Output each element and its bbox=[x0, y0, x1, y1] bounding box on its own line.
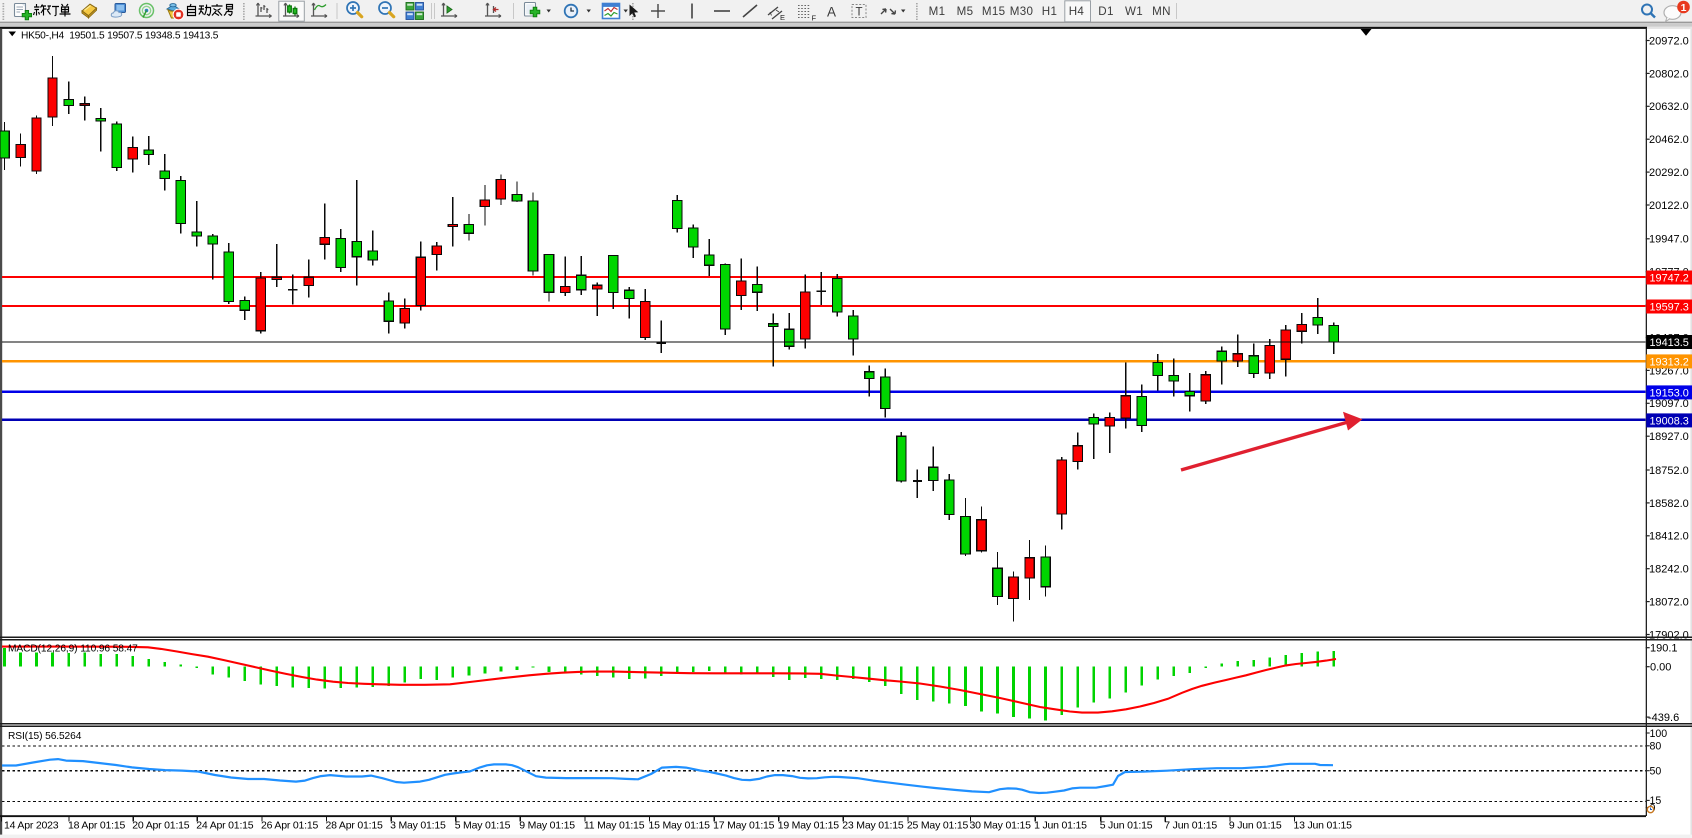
svg-text:19097.0: 19097.0 bbox=[1649, 398, 1689, 410]
svg-text:26 Apr 01:15: 26 Apr 01:15 bbox=[261, 820, 319, 832]
svg-text:18582.0: 18582.0 bbox=[1649, 498, 1689, 510]
svg-text:1 Jun 01:15: 1 Jun 01:15 bbox=[1034, 820, 1087, 832]
svg-text:19313.2: 19313.2 bbox=[1650, 356, 1689, 368]
svg-text:0.00: 0.00 bbox=[1650, 662, 1671, 674]
svg-text:7 Jun 01:15: 7 Jun 01:15 bbox=[1164, 820, 1217, 832]
svg-text:15 May 01:15: 15 May 01:15 bbox=[649, 820, 711, 832]
svg-text:M5: M5 bbox=[957, 5, 974, 18]
svg-text:H4: H4 bbox=[1069, 5, 1085, 18]
svg-text:190.1: 190.1 bbox=[1650, 643, 1678, 655]
svg-text:1: 1 bbox=[1681, 2, 1687, 14]
svg-text:M15: M15 bbox=[982, 5, 1005, 18]
svg-text:MACD(12,26,9) 110.96 58.47: MACD(12,26,9) 110.96 58.47 bbox=[8, 643, 138, 654]
svg-text:3 May 01:15: 3 May 01:15 bbox=[390, 820, 446, 832]
svg-text:9 May 01:15: 9 May 01:15 bbox=[519, 820, 575, 832]
svg-text:18072.0: 18072.0 bbox=[1649, 597, 1689, 609]
svg-text:15: 15 bbox=[1650, 795, 1662, 807]
svg-text:25 May 01:15: 25 May 01:15 bbox=[907, 820, 969, 832]
svg-text:M1: M1 bbox=[929, 5, 946, 18]
svg-text:RSI(15) 56.5264: RSI(15) 56.5264 bbox=[8, 731, 82, 742]
svg-text:5 Jun 01:15: 5 Jun 01:15 bbox=[1100, 820, 1153, 832]
svg-text:20802.0: 20802.0 bbox=[1649, 68, 1689, 80]
svg-text:18412.0: 18412.0 bbox=[1649, 531, 1689, 543]
svg-text:14 Apr 2023: 14 Apr 2023 bbox=[4, 820, 59, 832]
svg-text:5 May 01:15: 5 May 01:15 bbox=[455, 820, 511, 832]
svg-text:20292.0: 20292.0 bbox=[1649, 167, 1689, 179]
svg-text:M30: M30 bbox=[1010, 5, 1033, 18]
svg-text:H1: H1 bbox=[1042, 5, 1057, 18]
svg-text:18 Apr 01:15: 18 Apr 01:15 bbox=[68, 820, 126, 832]
svg-text:28 Apr 01:15: 28 Apr 01:15 bbox=[326, 820, 384, 832]
svg-text:E: E bbox=[780, 13, 785, 22]
svg-text:23 May 01:15: 23 May 01:15 bbox=[842, 820, 904, 832]
svg-text:100: 100 bbox=[1650, 728, 1668, 740]
svg-text:80: 80 bbox=[1650, 741, 1662, 753]
svg-text:11 May 01:15: 11 May 01:15 bbox=[584, 820, 645, 832]
svg-text:30 May 01:15: 30 May 01:15 bbox=[970, 820, 1032, 832]
svg-text:19008.3: 19008.3 bbox=[1650, 415, 1689, 427]
svg-text:19153.0: 19153.0 bbox=[1650, 387, 1689, 399]
svg-text:18242.0: 18242.0 bbox=[1649, 564, 1689, 576]
svg-text:MN: MN bbox=[1152, 5, 1171, 18]
svg-text:24 Apr 01:15: 24 Apr 01:15 bbox=[196, 820, 254, 832]
svg-text:9 Jun 01:15: 9 Jun 01:15 bbox=[1229, 820, 1282, 832]
svg-text:T: T bbox=[856, 7, 863, 19]
svg-text:D1: D1 bbox=[1098, 5, 1113, 18]
svg-text:50: 50 bbox=[1650, 766, 1662, 778]
svg-text:19947.0: 19947.0 bbox=[1649, 234, 1689, 246]
svg-text:20632.0: 20632.0 bbox=[1649, 101, 1689, 113]
svg-text:W1: W1 bbox=[1125, 5, 1143, 18]
svg-text:17902.0: 17902.0 bbox=[1649, 629, 1689, 641]
svg-text:18752.0: 18752.0 bbox=[1649, 465, 1689, 477]
svg-text:F: F bbox=[812, 14, 817, 23]
svg-text:19413.5: 19413.5 bbox=[1650, 337, 1689, 349]
svg-text:-439.6: -439.6 bbox=[1648, 712, 1679, 724]
svg-text:19597.3: 19597.3 bbox=[1650, 302, 1689, 314]
svg-text:A: A bbox=[827, 5, 836, 20]
svg-text:18927.0: 18927.0 bbox=[1649, 431, 1689, 443]
svg-text:20122.0: 20122.0 bbox=[1649, 200, 1689, 212]
svg-text:19 May 01:15: 19 May 01:15 bbox=[778, 820, 840, 832]
svg-text:17 May 01:15: 17 May 01:15 bbox=[713, 820, 775, 832]
svg-text:20 Apr 01:15: 20 Apr 01:15 bbox=[132, 820, 190, 832]
svg-text:HK50-,H4 19501.5 19507.5 1934: HK50-,H4 19501.5 19507.5 19348.5 19413.5 bbox=[21, 30, 219, 41]
svg-text:19747.2: 19747.2 bbox=[1650, 273, 1689, 285]
svg-text:20972.0: 20972.0 bbox=[1649, 35, 1689, 47]
svg-text:20462.0: 20462.0 bbox=[1649, 134, 1689, 146]
svg-text:13 Jun 01:15: 13 Jun 01:15 bbox=[1294, 820, 1353, 832]
